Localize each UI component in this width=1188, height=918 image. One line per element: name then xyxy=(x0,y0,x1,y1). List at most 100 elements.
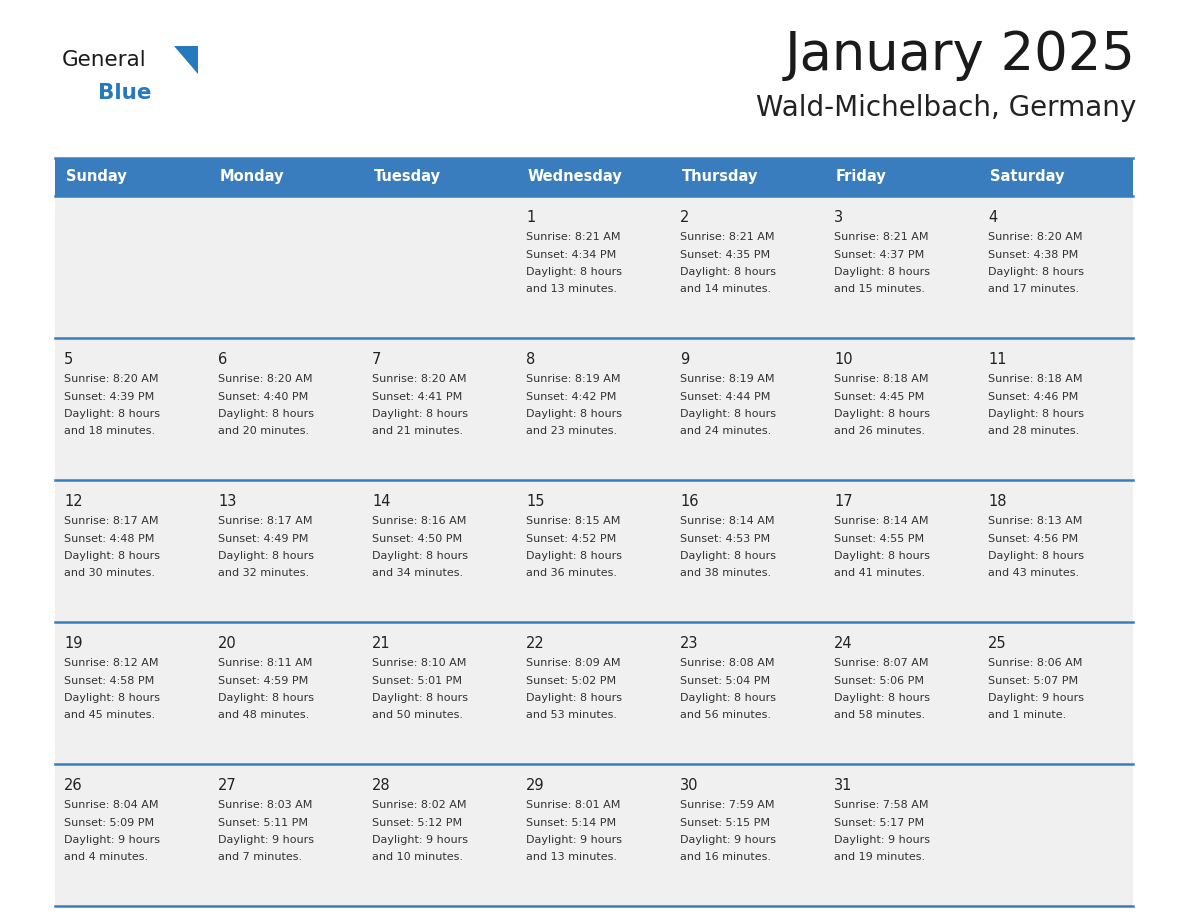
Text: Daylight: 8 hours: Daylight: 8 hours xyxy=(681,551,776,561)
Text: Sunset: 4:44 PM: Sunset: 4:44 PM xyxy=(681,391,771,401)
Text: 2: 2 xyxy=(681,210,689,225)
Text: and 20 minutes.: and 20 minutes. xyxy=(219,427,309,436)
Text: 15: 15 xyxy=(526,494,545,509)
Text: Sunrise: 8:13 AM: Sunrise: 8:13 AM xyxy=(988,516,1082,526)
Text: 4: 4 xyxy=(988,210,998,225)
Text: Sunset: 4:34 PM: Sunset: 4:34 PM xyxy=(526,250,617,260)
Text: Sunset: 4:39 PM: Sunset: 4:39 PM xyxy=(64,391,154,401)
Text: Sunset: 4:38 PM: Sunset: 4:38 PM xyxy=(988,250,1079,260)
Bar xyxy=(55,158,209,196)
Text: 16: 16 xyxy=(681,494,699,509)
Text: Daylight: 8 hours: Daylight: 8 hours xyxy=(372,409,468,419)
Text: Sunrise: 8:06 AM: Sunrise: 8:06 AM xyxy=(988,658,1082,668)
Text: Daylight: 8 hours: Daylight: 8 hours xyxy=(988,551,1085,561)
Text: 29: 29 xyxy=(526,778,545,793)
Text: Daylight: 8 hours: Daylight: 8 hours xyxy=(526,409,623,419)
Text: and 34 minutes.: and 34 minutes. xyxy=(372,568,463,578)
Text: 13: 13 xyxy=(219,494,236,509)
Text: Daylight: 8 hours: Daylight: 8 hours xyxy=(988,409,1085,419)
Text: Sunday: Sunday xyxy=(65,170,127,185)
Text: Daylight: 8 hours: Daylight: 8 hours xyxy=(681,409,776,419)
Text: Sunset: 4:59 PM: Sunset: 4:59 PM xyxy=(219,676,309,686)
Text: and 10 minutes.: and 10 minutes. xyxy=(372,853,463,863)
Text: Daylight: 8 hours: Daylight: 8 hours xyxy=(681,693,776,703)
Text: Sunrise: 8:03 AM: Sunrise: 8:03 AM xyxy=(219,800,312,810)
Text: Sunrise: 8:18 AM: Sunrise: 8:18 AM xyxy=(834,374,929,384)
Text: Daylight: 8 hours: Daylight: 8 hours xyxy=(219,551,315,561)
Text: Daylight: 8 hours: Daylight: 8 hours xyxy=(988,267,1085,277)
Text: Sunrise: 8:04 AM: Sunrise: 8:04 AM xyxy=(64,800,159,810)
Text: Sunrise: 8:10 AM: Sunrise: 8:10 AM xyxy=(372,658,467,668)
Text: 8: 8 xyxy=(526,352,536,367)
Text: and 53 minutes.: and 53 minutes. xyxy=(526,711,618,721)
Text: and 15 minutes.: and 15 minutes. xyxy=(834,285,925,295)
Text: 30: 30 xyxy=(681,778,699,793)
Text: Sunset: 4:40 PM: Sunset: 4:40 PM xyxy=(219,391,309,401)
Text: Sunset: 4:53 PM: Sunset: 4:53 PM xyxy=(681,533,770,543)
Bar xyxy=(55,480,1133,622)
Text: and 48 minutes.: and 48 minutes. xyxy=(219,711,310,721)
Text: and 1 minute.: and 1 minute. xyxy=(988,711,1067,721)
Text: Saturday: Saturday xyxy=(990,170,1064,185)
Text: Daylight: 8 hours: Daylight: 8 hours xyxy=(834,267,930,277)
Bar xyxy=(55,196,1133,338)
Text: Sunrise: 8:21 AM: Sunrise: 8:21 AM xyxy=(834,232,929,242)
Text: 18: 18 xyxy=(988,494,1006,509)
Text: Daylight: 8 hours: Daylight: 8 hours xyxy=(372,693,468,703)
Text: 12: 12 xyxy=(64,494,83,509)
Text: Sunrise: 8:17 AM: Sunrise: 8:17 AM xyxy=(64,516,159,526)
Text: Sunrise: 8:20 AM: Sunrise: 8:20 AM xyxy=(219,374,312,384)
Text: Sunrise: 8:09 AM: Sunrise: 8:09 AM xyxy=(526,658,621,668)
Text: Blue: Blue xyxy=(97,83,152,103)
Polygon shape xyxy=(173,46,198,74)
Text: Sunset: 4:35 PM: Sunset: 4:35 PM xyxy=(681,250,770,260)
Text: Daylight: 9 hours: Daylight: 9 hours xyxy=(64,835,160,845)
Text: Sunset: 4:41 PM: Sunset: 4:41 PM xyxy=(372,391,462,401)
Text: Daylight: 9 hours: Daylight: 9 hours xyxy=(372,835,468,845)
Text: and 4 minutes.: and 4 minutes. xyxy=(64,853,148,863)
Text: Monday: Monday xyxy=(220,170,284,185)
Text: Sunrise: 8:20 AM: Sunrise: 8:20 AM xyxy=(64,374,159,384)
Text: Sunset: 4:52 PM: Sunset: 4:52 PM xyxy=(526,533,617,543)
Text: Sunset: 5:07 PM: Sunset: 5:07 PM xyxy=(988,676,1079,686)
Text: and 14 minutes.: and 14 minutes. xyxy=(681,285,771,295)
Text: 21: 21 xyxy=(372,636,391,651)
Text: Sunrise: 8:15 AM: Sunrise: 8:15 AM xyxy=(526,516,620,526)
Bar xyxy=(55,764,1133,906)
Text: Daylight: 8 hours: Daylight: 8 hours xyxy=(526,267,623,277)
Text: Sunrise: 8:11 AM: Sunrise: 8:11 AM xyxy=(219,658,312,668)
Text: Sunrise: 8:20 AM: Sunrise: 8:20 AM xyxy=(372,374,467,384)
Text: and 16 minutes.: and 16 minutes. xyxy=(681,853,771,863)
Bar xyxy=(517,158,671,196)
Text: 20: 20 xyxy=(219,636,236,651)
Text: and 56 minutes.: and 56 minutes. xyxy=(681,711,771,721)
Text: Sunrise: 8:14 AM: Sunrise: 8:14 AM xyxy=(681,516,775,526)
Text: Sunrise: 8:21 AM: Sunrise: 8:21 AM xyxy=(681,232,775,242)
Text: Sunset: 4:46 PM: Sunset: 4:46 PM xyxy=(988,391,1079,401)
Text: Sunset: 5:11 PM: Sunset: 5:11 PM xyxy=(219,818,308,827)
Text: 27: 27 xyxy=(219,778,236,793)
Text: and 24 minutes.: and 24 minutes. xyxy=(681,427,771,436)
Text: Daylight: 8 hours: Daylight: 8 hours xyxy=(64,693,160,703)
Text: Sunrise: 8:19 AM: Sunrise: 8:19 AM xyxy=(681,374,775,384)
Text: and 18 minutes.: and 18 minutes. xyxy=(64,427,156,436)
Text: and 13 minutes.: and 13 minutes. xyxy=(526,285,618,295)
Text: and 21 minutes.: and 21 minutes. xyxy=(372,427,463,436)
Text: Daylight: 9 hours: Daylight: 9 hours xyxy=(219,835,315,845)
Text: and 41 minutes.: and 41 minutes. xyxy=(834,568,925,578)
Text: and 23 minutes.: and 23 minutes. xyxy=(526,427,618,436)
Bar xyxy=(671,158,824,196)
Text: Sunrise: 8:12 AM: Sunrise: 8:12 AM xyxy=(64,658,159,668)
Text: 26: 26 xyxy=(64,778,83,793)
Text: Sunset: 5:12 PM: Sunset: 5:12 PM xyxy=(372,818,462,827)
Text: 23: 23 xyxy=(681,636,699,651)
Text: Sunset: 4:49 PM: Sunset: 4:49 PM xyxy=(219,533,309,543)
Text: 7: 7 xyxy=(372,352,381,367)
Text: Sunrise: 8:14 AM: Sunrise: 8:14 AM xyxy=(834,516,929,526)
Text: Sunset: 4:42 PM: Sunset: 4:42 PM xyxy=(526,391,617,401)
Text: Wald-Michelbach, Germany: Wald-Michelbach, Germany xyxy=(756,94,1136,122)
Text: General: General xyxy=(62,50,146,70)
Text: 11: 11 xyxy=(988,352,1006,367)
Text: Sunset: 4:50 PM: Sunset: 4:50 PM xyxy=(372,533,462,543)
Text: Daylight: 8 hours: Daylight: 8 hours xyxy=(834,409,930,419)
